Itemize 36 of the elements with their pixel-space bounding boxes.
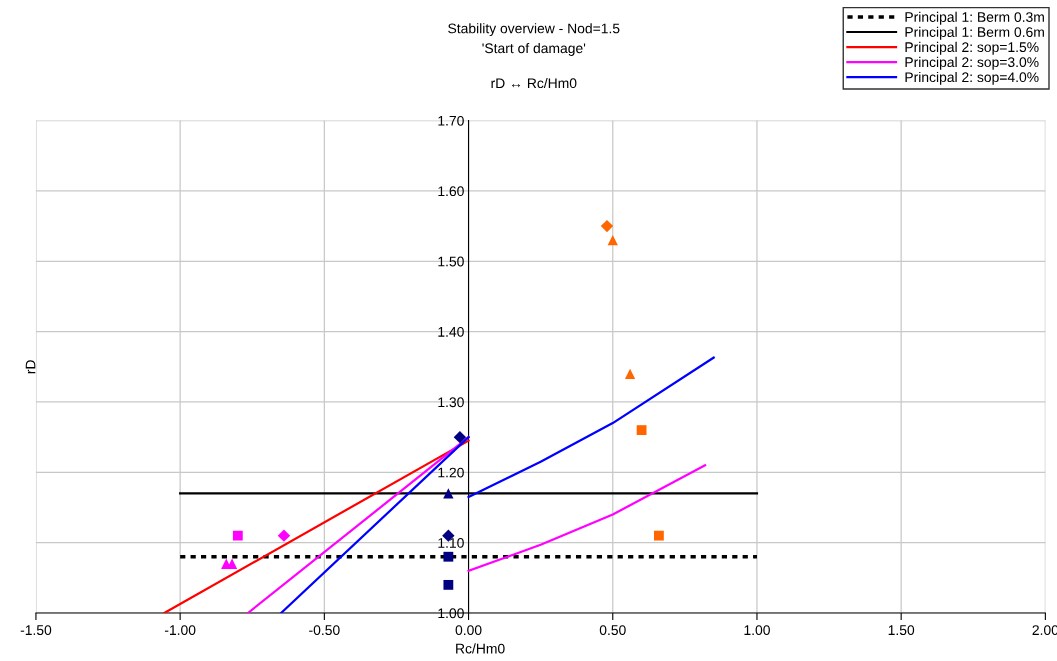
x-axis-title: Rc/Hm0 (456, 643, 505, 654)
chart-title: Stability overview - Nod=1.5 (448, 23, 620, 37)
y-axis-title: rD (25, 360, 36, 374)
legend-label: Principal 2: sop=3.0% (905, 56, 1039, 70)
x-tick-label: -0.50 (309, 625, 340, 636)
x-tick-label: 1.00 (744, 625, 770, 636)
x-tick-label: -1.50 (20, 625, 52, 636)
y-tick-label: 1.70 (438, 115, 464, 126)
legend-label: Principal 2: sop=1.5% (905, 41, 1039, 55)
point (232, 530, 243, 541)
y-tick-label: 1.60 (438, 186, 464, 197)
point (453, 430, 467, 444)
point (443, 579, 454, 590)
y-tick-label: 1.50 (438, 256, 464, 267)
x-tick-label: 0.50 (599, 625, 626, 636)
point (653, 530, 664, 541)
x-tick-label: 0.00 (455, 625, 482, 636)
text: 'Start of damage' rD ↔ Rc/Hm0 (482, 42, 586, 89)
y-tick-label: 1.30 (438, 397, 464, 408)
legend-label: Principal 2: sop=4.0% (905, 71, 1039, 85)
line-series (467, 356, 715, 499)
legend-label: Principal 1: Berm 0.3m (905, 11, 1044, 25)
point (277, 529, 291, 542)
point (636, 425, 647, 436)
y-tick-label: 1.40 (438, 326, 464, 337)
legend-label: Principal 1: Berm 0.6m (905, 26, 1044, 40)
y-tick-label: 1.20 (438, 467, 464, 478)
point (443, 551, 454, 562)
y-tick-label: 1.10 (438, 538, 464, 548)
point (600, 219, 614, 233)
x-tick-label: 1.50 (888, 625, 915, 636)
x-tick-label: -1.00 (164, 625, 196, 636)
line-series (467, 464, 707, 572)
point (624, 368, 636, 379)
point (607, 235, 618, 246)
point (443, 488, 454, 499)
